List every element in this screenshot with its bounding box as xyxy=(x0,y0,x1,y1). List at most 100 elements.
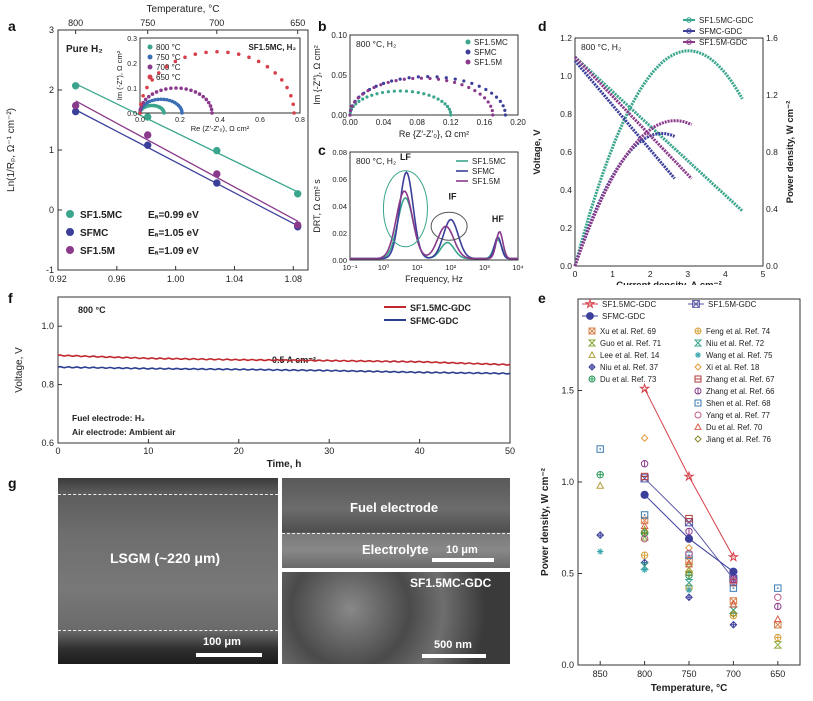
top-tick-label: 700 xyxy=(209,18,224,28)
legend-label: Niu et al. Ref. 72 xyxy=(706,339,764,348)
scale-label-i: 500 nm xyxy=(434,639,472,651)
y2-tick-label: 1.6 xyxy=(766,33,778,43)
legend-marker xyxy=(694,363,702,371)
data-point xyxy=(640,474,649,483)
data-point xyxy=(596,531,605,539)
legend-label: SFMC-GDC xyxy=(699,27,742,36)
x-tick-label: 0.16 xyxy=(477,118,493,127)
x-tick-label: 20 xyxy=(234,446,244,456)
stability-frame xyxy=(57,296,511,444)
inset-point xyxy=(159,97,163,102)
impedance-point xyxy=(419,76,423,80)
x-axis-label: Current density, A cm⁻² xyxy=(616,280,721,285)
data-point xyxy=(729,620,738,629)
impedance-frame xyxy=(349,34,519,116)
legend-label: SFMC-GDC xyxy=(410,316,459,326)
impedance-point xyxy=(503,113,507,117)
legend-label: Zhang et al. Ref. 67 xyxy=(706,375,774,384)
chart-comparison: 850 800 750 700 650 0.0 0.5 1.0 1.5 Temperature, … xyxy=(540,298,801,694)
inset-point xyxy=(215,49,219,54)
data-point xyxy=(640,527,649,536)
x-tick-label: 5 xyxy=(761,269,766,279)
inset-point xyxy=(153,98,157,102)
inset-point xyxy=(285,85,289,90)
sem-image-h: Fuel electrode Electrolyte 10 μm xyxy=(282,478,510,568)
impedance-point xyxy=(370,93,374,97)
data-point xyxy=(773,641,783,649)
inset-point xyxy=(209,107,214,112)
y-tick-label: 0.00 xyxy=(331,111,347,120)
panel-label-a: a xyxy=(8,18,16,34)
y-tick-label: 0.08 xyxy=(332,148,347,157)
data-point xyxy=(641,566,648,574)
y2-tick-label: 1.2 xyxy=(766,90,778,100)
legend-label: Yang et al. Ref. 77 xyxy=(706,411,770,420)
legend-label: Du et al. Ref. 73 xyxy=(600,375,656,384)
impedance-point xyxy=(411,76,415,81)
inset-point xyxy=(226,50,230,55)
impedance-point xyxy=(432,95,436,99)
stability-curve-0 xyxy=(57,354,511,366)
data-point xyxy=(71,101,80,110)
y2-tick-label: 0.4 xyxy=(766,204,778,214)
impedance-point xyxy=(407,76,411,80)
x-axis-label: Time, h xyxy=(267,459,302,470)
impedance-point xyxy=(490,91,494,95)
y-axis-label: Voltage, V xyxy=(14,347,25,393)
inset-point xyxy=(289,93,293,98)
data-point xyxy=(71,82,80,90)
power-curve-2 xyxy=(573,119,693,267)
data-point xyxy=(640,551,649,559)
inset-point xyxy=(273,71,277,75)
impedance-point xyxy=(478,92,482,96)
power-curve-1 xyxy=(573,132,676,267)
impedance-point xyxy=(447,107,451,111)
stability-curve-1 xyxy=(57,365,511,375)
sem-g-label: LSGM (~220 μm) xyxy=(110,550,221,566)
data-point xyxy=(685,514,693,523)
legend-marker xyxy=(693,339,703,347)
activation-energy-label: Eₐ=0.99 eV xyxy=(148,210,199,221)
legend-label: SF1.5MC-GDC xyxy=(699,16,753,25)
sem-image-g: LSGM (~220 μm) 100 μm xyxy=(58,478,278,664)
x-tick-label: 0 xyxy=(573,269,578,279)
data-point xyxy=(596,445,604,453)
data-point xyxy=(773,615,782,623)
inset-point xyxy=(180,111,184,115)
impedance-point xyxy=(494,95,499,99)
fit-line-1 xyxy=(75,109,299,227)
legend-label: Niu et al. Ref. 37 xyxy=(600,363,658,372)
data-point xyxy=(774,584,782,592)
data-point xyxy=(596,481,605,489)
x-tick-label: 10⁴ xyxy=(512,263,524,272)
region-label-if: IF xyxy=(448,191,457,201)
impedance-point xyxy=(498,99,502,103)
y-axis-label: DRT, Ω cm² s xyxy=(312,179,322,233)
impedance-point xyxy=(501,104,505,108)
legend-marker xyxy=(686,17,692,23)
x-tick-label: 10 xyxy=(143,446,153,456)
drt-curve-2 xyxy=(350,190,518,260)
inset-point xyxy=(157,71,161,75)
inset-point xyxy=(197,92,202,96)
inset-x-tick-label: 0.6 xyxy=(255,117,265,124)
impedance-point xyxy=(445,104,450,109)
inset-legend-marker xyxy=(147,64,153,70)
impedance-point xyxy=(380,90,385,95)
x-tick-label: 0.96 xyxy=(108,274,126,284)
x-tick-label: 50 xyxy=(505,446,515,456)
legend-label: SF1.5MC xyxy=(472,157,506,166)
impedance-point xyxy=(436,97,440,101)
impedance-point xyxy=(366,88,370,93)
inset-x-tick-label: 0.8 xyxy=(295,117,305,124)
legend-label: Shen et al. Ref. 68 xyxy=(706,399,771,408)
data-point xyxy=(213,146,221,155)
data-point xyxy=(729,567,738,576)
legend-marker xyxy=(694,387,702,395)
impedance-point xyxy=(392,89,396,93)
inset-point xyxy=(138,102,143,107)
impedance-point xyxy=(440,99,444,103)
legend-marker xyxy=(584,298,596,309)
data-point xyxy=(685,571,693,580)
panel-label-b: b xyxy=(318,18,327,34)
